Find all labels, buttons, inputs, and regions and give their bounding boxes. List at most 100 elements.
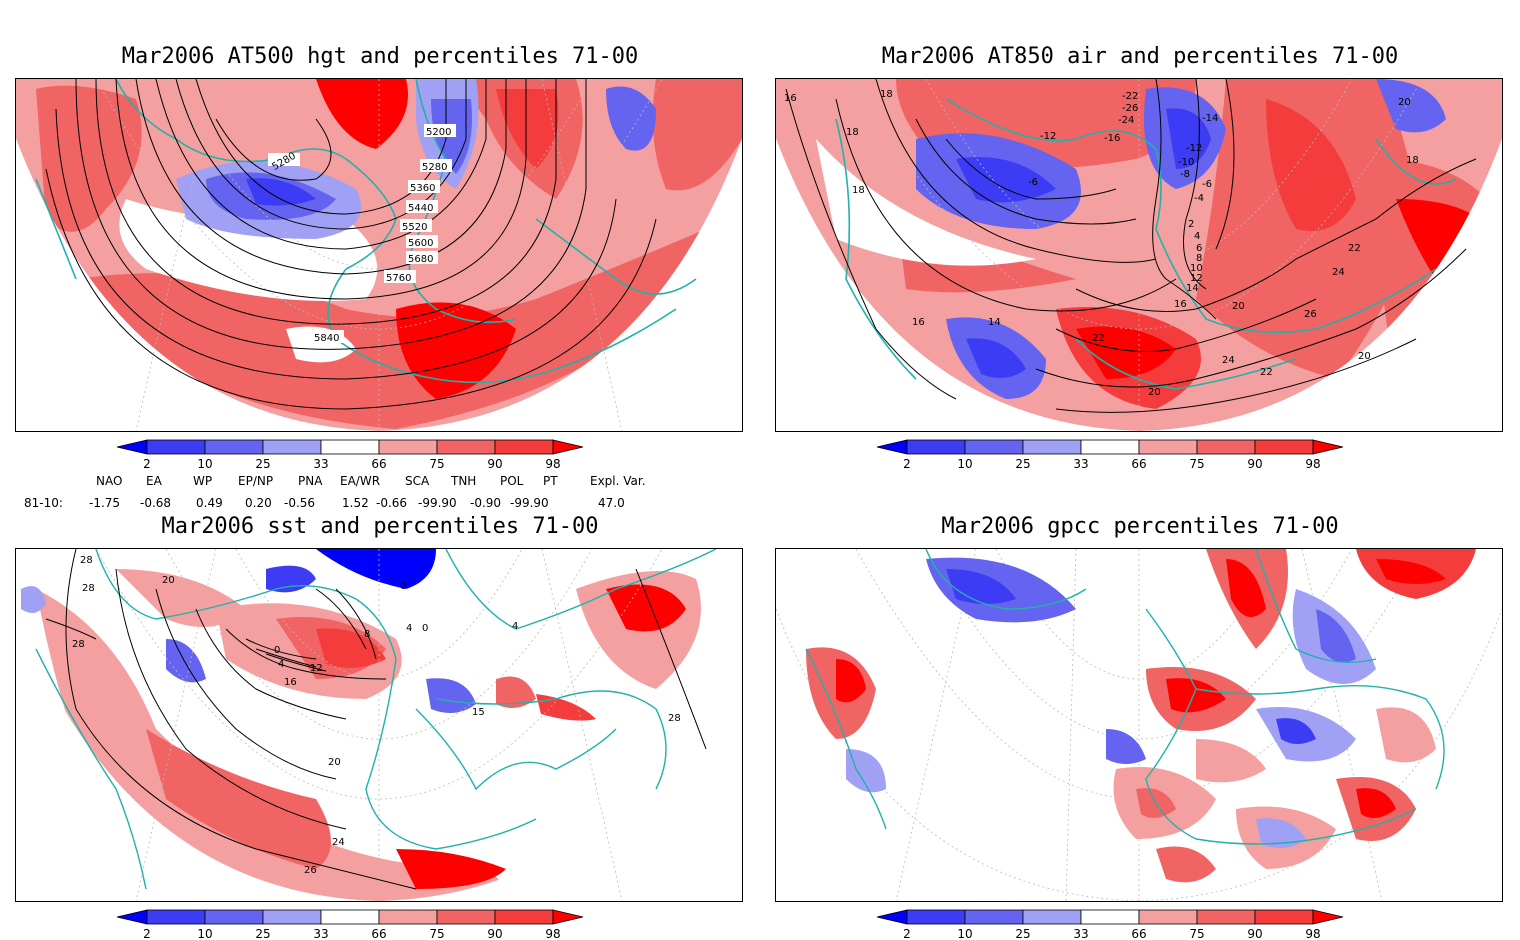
contour-label: 4: [1194, 231, 1200, 242]
svg-text:5360: 5360: [410, 183, 435, 194]
index-value-6: -0.66: [376, 496, 408, 510]
colorbar-segment: [1022, 909, 1082, 925]
colorbar-tick-label: 90: [1247, 457, 1262, 471]
colorbar-tick-label: 25: [255, 457, 270, 471]
contour-label: 20: [1148, 387, 1161, 398]
index-header-3: EP/NP: [238, 474, 274, 488]
colorbar-tick-label: 98: [1305, 457, 1320, 471]
contour-label: 22: [1092, 333, 1105, 344]
colorbar-segment: [1138, 909, 1198, 925]
colorbar-segment: [262, 909, 322, 925]
colorbar-tick-label: 98: [545, 457, 560, 471]
contour-label: 5840: [312, 330, 344, 344]
contour-label: 6: [1196, 243, 1202, 254]
index-header-0: NAO: [96, 474, 123, 488]
colorbar-arrow-high: [552, 439, 584, 455]
index-value-3: 0.20: [245, 496, 272, 510]
colorbar-segment: [320, 909, 380, 925]
colorbar-arrow-low: [116, 909, 148, 925]
colorbar-tick-label: 2: [903, 457, 911, 471]
contour-label: 16: [784, 93, 797, 104]
svg-text:5280: 5280: [422, 162, 447, 173]
colorbar-tick-label: 90: [487, 927, 502, 940]
colorbar-arrow-low: [876, 909, 908, 925]
colorbar-tick-label: 90: [1247, 927, 1262, 940]
contour-label: 4: [512, 621, 518, 632]
colorbar-segment: [964, 439, 1024, 455]
contour-label: 20: [162, 575, 175, 586]
colorbar-arrow-high: [1312, 439, 1344, 455]
contour-label: -12: [1186, 143, 1202, 154]
contour-label: 0: [422, 623, 428, 634]
colorbar-tick-label: 75: [1189, 927, 1204, 940]
contour-label: 8: [364, 629, 370, 640]
colorbar-tick-label: 98: [545, 927, 560, 940]
contour-labels: 5200 5280 5280 5360 5440 5520 5600 5680 …: [268, 124, 456, 344]
colorbar-segment: [1080, 439, 1140, 455]
contour-label: 12: [310, 663, 323, 674]
colorbar-segment: [494, 909, 554, 925]
colorbar-segment: [262, 439, 322, 455]
colorbar-tick-label: 98: [1305, 927, 1320, 940]
colorbar-tick-label: 33: [1073, 927, 1088, 940]
colorbar-tick-label: 10: [197, 927, 212, 940]
colorbar-tick-label: 10: [957, 457, 972, 471]
svg-text:5760: 5760: [386, 273, 411, 284]
index-value-7: -99.90: [418, 496, 457, 510]
svg-text:5680: 5680: [408, 254, 433, 265]
colorbar-segment: [320, 439, 380, 455]
index-row-label: 81-10:: [24, 496, 63, 510]
contour-label: 5360: [408, 180, 440, 194]
colorbar-tick-label: 75: [1189, 457, 1204, 471]
contour-label: -6: [1028, 177, 1038, 188]
contour-label: 12: [1190, 273, 1203, 284]
contour-label: 15: [472, 707, 485, 718]
contour-label: 28: [668, 713, 681, 724]
contour-label: 5280: [420, 159, 452, 173]
contour-label: 22: [1260, 367, 1273, 378]
colorbar-segment: [146, 439, 206, 455]
contour-label: 16: [912, 317, 925, 328]
contour-label: 5520: [400, 219, 432, 233]
contour-label: 14: [1186, 283, 1199, 294]
index-value-1: -0.68: [140, 496, 172, 510]
colorbar-segment: [146, 909, 206, 925]
colorbar-tick-label: 75: [429, 927, 444, 940]
contour-label: -22: [1122, 91, 1138, 102]
colorbar-segment: [204, 439, 264, 455]
contour-label: 16: [284, 677, 297, 688]
contour-label: 28: [72, 639, 85, 650]
colorbar-segment: [378, 909, 438, 925]
colorbar-tick-label: 33: [313, 457, 328, 471]
svg-text:5440: 5440: [408, 203, 433, 214]
contour-label: -24: [1118, 115, 1134, 126]
contour-label: -16: [1104, 133, 1120, 144]
colorbar-hgt500: 2 10 25 33 66 75 90 98: [116, 438, 647, 471]
index-header-7: TNH: [451, 474, 477, 488]
colorbar-segment: [494, 439, 554, 455]
contour-label: 2: [1188, 219, 1194, 230]
svg-text:5840: 5840: [314, 333, 339, 344]
contour-label: -26: [1122, 103, 1138, 114]
map-sst: 28 28 20 28 0 0 4 8 4 12 16 0 20 24 26 2…: [15, 548, 743, 902]
panel-title-air850: Mar2006 AT850 air and percentiles 71-00: [881, 44, 1399, 69]
contour-label: 18: [1406, 155, 1419, 166]
contour-label: 20: [1398, 97, 1411, 108]
svg-text:5520: 5520: [402, 222, 427, 233]
contour-labels: 28 28 20 28 0 0 4 8 4 12 16 0 20 24 26 2…: [72, 555, 681, 876]
index-value-0: -1.75: [89, 496, 121, 510]
map-hgt500: 5200 5280 5280 5360 5440 5520 5600 5680 …: [15, 78, 743, 432]
contour-label: 14: [988, 317, 1001, 328]
contour-label: 18: [880, 89, 893, 100]
contour-label: 20: [1358, 351, 1371, 362]
colorbar-air850: 2 10 25 33 66 75 90 98: [876, 438, 1407, 471]
contour-label: 26: [1304, 309, 1317, 320]
colorbar-segment: [436, 909, 496, 925]
index-header-2: WP: [193, 474, 213, 488]
colorbar-arrow-high: [1312, 909, 1344, 925]
panel-title-sst: Mar2006 sst and percentiles 71-00: [161, 514, 599, 539]
contour-label: 22: [1348, 243, 1361, 254]
index-header-9: PT: [543, 474, 558, 488]
colorbar-tick-label: 10: [957, 927, 972, 940]
contour-label: 24: [1332, 267, 1345, 278]
